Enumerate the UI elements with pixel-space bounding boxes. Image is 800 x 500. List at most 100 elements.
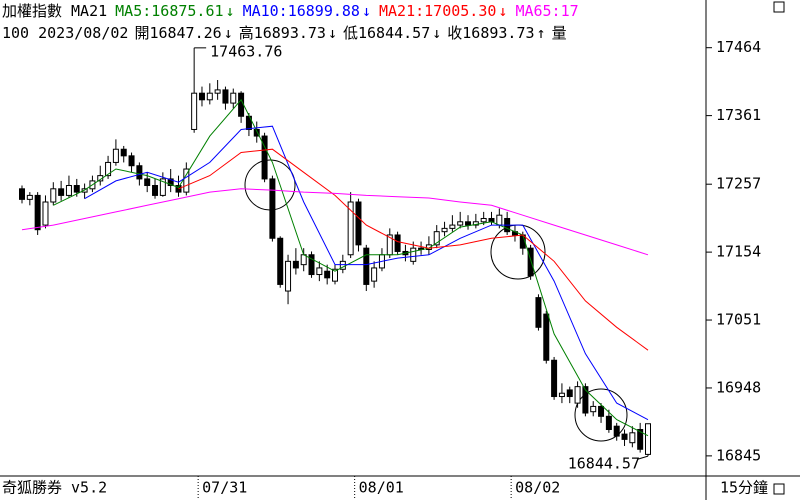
ma-line: [21, 188, 649, 256]
candle-body: [316, 267, 323, 276]
candle-body: [465, 221, 472, 226]
candle-body: [230, 92, 237, 104]
ma-legend-arrow: ↓: [362, 2, 371, 20]
candle-body: [112, 148, 119, 163]
candle-body: [613, 425, 620, 437]
y-tick-label: 16845: [716, 446, 761, 464]
candle-body: [488, 217, 495, 223]
candle-body: [394, 234, 401, 252]
candle-body: [605, 415, 612, 430]
y-tick-label: 17154: [716, 243, 761, 261]
candle-body: [590, 405, 597, 413]
y-tick-label: 16948: [716, 378, 761, 396]
ma-legend-text: MA5:16875.61: [115, 2, 223, 20]
candle-body: [558, 392, 565, 398]
y-tick-label: 17051: [716, 311, 761, 329]
info-text: 收16893.73: [447, 24, 534, 42]
corner-box: [773, 483, 785, 495]
info-text: 低16844.57: [343, 24, 430, 42]
x-tick-label: 07/31: [202, 479, 247, 497]
candle-body: [535, 297, 542, 328]
info-text: 100 2023/08/02: [2, 24, 128, 42]
candle-body: [175, 185, 182, 193]
info-text: 開16847.26: [134, 24, 221, 42]
info-arrow: ↑: [537, 24, 546, 42]
ma-line: [53, 98, 649, 437]
candle-body: [152, 185, 159, 196]
candle-body: [50, 188, 57, 203]
candle-body: [621, 433, 628, 440]
candle-body: [355, 201, 362, 246]
candle-body: [73, 185, 80, 193]
candle-body: [410, 247, 417, 262]
candle-body: [42, 201, 49, 226]
candle-body: [136, 165, 143, 180]
candle-body: [285, 260, 292, 292]
info-arrow: ↓: [328, 24, 337, 42]
candle-body: [637, 429, 644, 450]
corner-box: [773, 1, 785, 13]
footer-right: 15分鐘: [720, 479, 768, 497]
highlight-circle: [574, 388, 628, 442]
candle-body: [277, 237, 284, 285]
candle-body: [574, 386, 581, 404]
candle-body: [34, 194, 41, 231]
candle-body: [183, 168, 190, 193]
candle-body: [347, 201, 354, 256]
candle-body: [269, 178, 276, 239]
candle-body: [120, 148, 127, 157]
candle-body: [472, 221, 479, 226]
annotation-leader: [637, 455, 649, 460]
candle-body: [527, 247, 534, 277]
y-tick-label: 17257: [716, 175, 761, 193]
annotation-label: 16844.57: [568, 455, 640, 473]
info-text: 高16893.73: [239, 24, 326, 42]
ma-line: [84, 125, 649, 421]
candle-body: [363, 247, 370, 285]
ma-legend-arrow: ↓: [498, 2, 507, 20]
info-arrow: ↓: [224, 24, 233, 42]
candle-body: [26, 194, 33, 200]
candle-body: [19, 188, 25, 200]
candle-body: [167, 178, 174, 187]
candle-body: [261, 135, 268, 180]
candle-body: [433, 231, 440, 246]
candle-body: [371, 267, 378, 282]
candle-body: [308, 254, 315, 276]
candle-body: [496, 214, 503, 226]
candle-body: [582, 386, 589, 414]
candle-body: [159, 178, 166, 196]
candle-body: [629, 432, 636, 444]
ma-legend-text: MA10:16899.88: [243, 2, 360, 20]
candle-body: [441, 227, 448, 233]
candle-body: [105, 161, 112, 177]
candle-body: [214, 89, 221, 94]
candle-body: [449, 224, 456, 229]
footer-left: 奇狐勝券 v5.2: [2, 479, 107, 497]
candle-body: [645, 423, 651, 455]
candle-body: [222, 89, 229, 104]
info-arrow: ↓: [432, 24, 441, 42]
ma-legend-text: MA65:17: [515, 2, 578, 20]
ma-legend-text: MA21:17005.30: [379, 2, 496, 20]
candle-body: [198, 92, 205, 101]
candle-body: [324, 270, 331, 279]
candle-body: [58, 188, 65, 196]
candle-body: [332, 268, 338, 282]
info-line: 100 2023/08/02 開16847.26 ↓ 高16893.73 ↓ 低16844…: [2, 24, 567, 42]
candle-body: [65, 185, 72, 196]
info-text: 量: [552, 24, 567, 42]
ma-line: [178, 148, 649, 351]
candle-body: [292, 260, 299, 269]
y-tick-label: 17361: [716, 106, 761, 124]
candle-body: [566, 389, 573, 398]
header-line: 加權指數 MA21 MA5:16875.61 ↓ MA10:16899.88 ↓ MA21…: [2, 2, 579, 20]
candle-body: [253, 128, 260, 137]
candle-body: [457, 221, 464, 226]
annotation-label: 17463.76: [210, 42, 282, 60]
candle-body: [144, 178, 151, 187]
y-tick-label: 17464: [716, 38, 761, 56]
candle-body: [598, 405, 605, 417]
candle-body: [191, 92, 198, 130]
